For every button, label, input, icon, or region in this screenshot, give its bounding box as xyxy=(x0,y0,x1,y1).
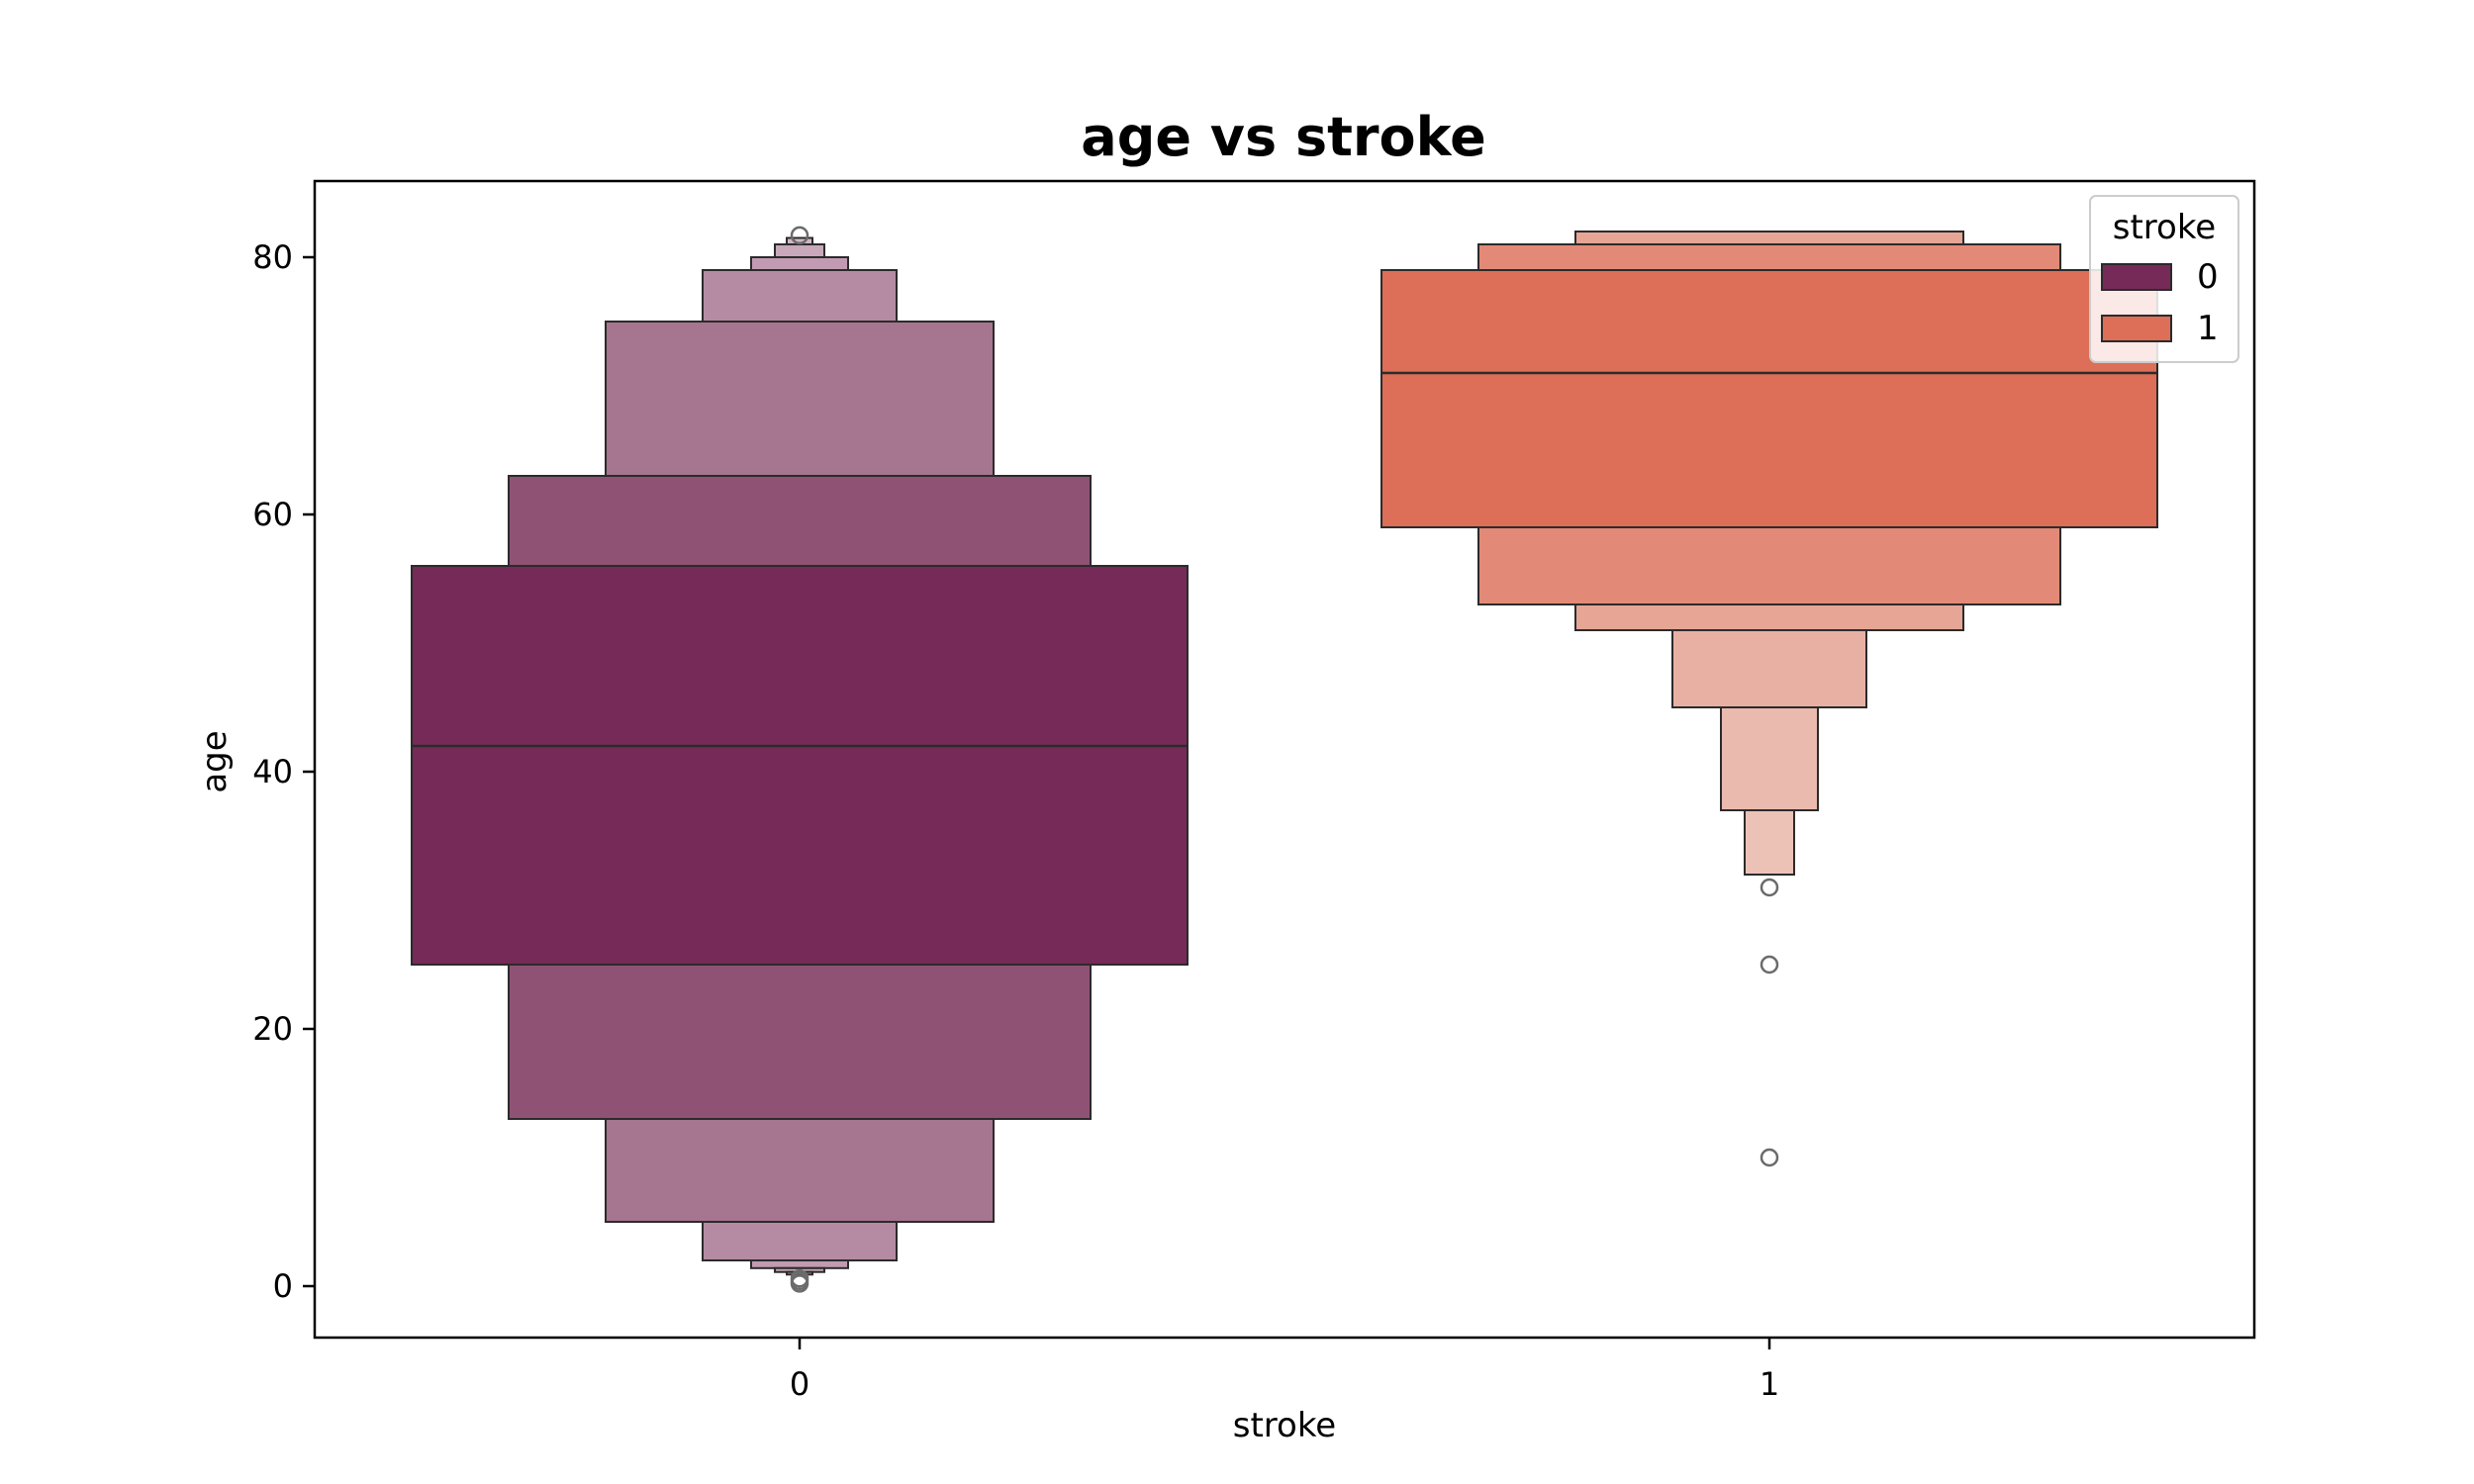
legend-label-1: 1 xyxy=(2197,309,2219,348)
y-tick-label-40: 40 xyxy=(252,753,293,790)
legend-title: stroke xyxy=(2113,208,2216,247)
boxen-box-1-level-0 xyxy=(1380,269,2158,528)
y-tick-label-0: 0 xyxy=(273,1267,293,1305)
legend-swatch-0 xyxy=(2101,263,2172,291)
outlier-point-1-2 xyxy=(1760,1148,1779,1167)
boxen-groups xyxy=(411,226,2158,1293)
boxen-box-0-level-5-upper xyxy=(774,243,825,258)
legend-label-0: 0 xyxy=(2197,257,2219,297)
legend-swatch-1 xyxy=(2101,315,2172,342)
boxen-box-0-level-1-lower xyxy=(508,964,1092,1120)
outlier-point-0-3 xyxy=(790,226,809,245)
legend-entries: 01 xyxy=(2101,257,2219,348)
boxen-box-1-level-4-lower xyxy=(1720,706,1819,811)
boxen-box-0-level-2-lower xyxy=(605,1118,995,1223)
boxen-box-0-level-0 xyxy=(411,565,1189,966)
boxen-box-0-level-3-lower xyxy=(702,1221,898,1261)
y-axis: 0 20 40 60 80 xyxy=(252,238,315,1305)
boxen-box-0-level-4-upper xyxy=(750,256,849,271)
outlier-point-1-0 xyxy=(1760,878,1779,897)
y-tick-label-60: 60 xyxy=(252,496,293,533)
boxen-group-0 xyxy=(411,226,1189,1293)
x-tick-label-0: 0 xyxy=(790,1365,809,1403)
y-tick-label-80: 80 xyxy=(252,238,293,276)
boxen-box-1-level-2-lower xyxy=(1574,603,1964,631)
boxen-box-1-level-1-lower xyxy=(1477,526,2061,605)
chart-title: age vs stroke xyxy=(1081,106,1485,168)
boxen-box-0-level-3-upper xyxy=(702,269,898,323)
boxen-box-0-level-1-upper xyxy=(508,475,1092,567)
outlier-point-0-2 xyxy=(790,1268,809,1288)
outlier-point-1-1 xyxy=(1760,955,1779,974)
boxen-box-0-level-2-upper xyxy=(605,321,995,477)
boxen-box-1-level-3-lower xyxy=(1671,629,1867,708)
boxen-box-1-level-2-upper xyxy=(1574,231,1964,245)
legend: stroke 01 xyxy=(2089,195,2239,363)
boxen-box-1-level-1-upper xyxy=(1477,243,2061,271)
boxen-group-1 xyxy=(1380,231,2158,1167)
x-tick-label-1: 1 xyxy=(1760,1365,1779,1403)
y-tick-label-20: 20 xyxy=(252,1010,293,1048)
boxen-box-1-level-5-lower xyxy=(1744,809,1795,876)
plot-area-frame xyxy=(313,179,2256,1340)
x-axis-label: stroke xyxy=(1233,1406,1336,1445)
y-axis-label: age xyxy=(195,730,235,792)
boxen-box-0-level-4-lower xyxy=(750,1259,849,1269)
